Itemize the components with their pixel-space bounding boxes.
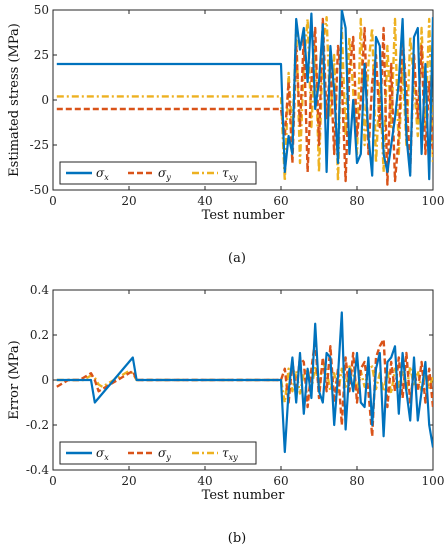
legend-symbol: σ (158, 446, 167, 460)
x-tick-label: 0 (49, 474, 57, 488)
legend-symbol: σ (96, 446, 105, 460)
series-line-sy (56, 338, 433, 438)
ylabel-b: Error (MPa) (7, 340, 22, 419)
y-tick-label: -50 (30, 183, 49, 197)
y-tick-label: 0.4 (30, 283, 49, 297)
ticks-a: 0 20 40 60 80 100 -50 -25 0 25 50 (30, 3, 445, 208)
x-tick-label: 20 (121, 194, 136, 208)
x-tick-label: 60 (273, 474, 288, 488)
y-tick-label: 50 (34, 3, 49, 17)
y-tick-label: -25 (30, 138, 49, 152)
x-tick-label: 80 (349, 474, 364, 488)
x-tick-label: 20 (121, 474, 136, 488)
x-tick-label: 0 (49, 194, 57, 208)
ylabel-a: Estimated stress (MPa) (7, 23, 22, 177)
series-line-txy (56, 360, 433, 404)
legend-label-sx: σx (96, 166, 109, 182)
legend-a: σx σy τxy (59, 161, 257, 185)
series-line-sy (56, 17, 433, 186)
legend-symbol: τ (222, 446, 229, 460)
legend-symbol: σ (158, 166, 167, 180)
legend-label-sx: σx (96, 446, 109, 462)
caption-b: (b) (228, 531, 246, 546)
y-tick-label: 25 (34, 48, 49, 62)
legend-subscript: y (165, 453, 171, 462)
legend-subscript: xy (229, 453, 239, 462)
x-tick-label: 40 (197, 194, 212, 208)
series-line-sx (56, 311, 433, 454)
y-tick-label: 0.2 (30, 328, 49, 342)
series-line-sx (56, 10, 433, 181)
x-tick-label: 40 (197, 474, 212, 488)
legend-box (59, 161, 257, 185)
caption-a: (a) (228, 251, 246, 266)
legend-subscript: x (104, 453, 109, 462)
y-tick-label: 0 (41, 93, 49, 107)
x-tick-label: 60 (273, 194, 288, 208)
legend-label-sy: σy (158, 446, 171, 462)
ticks-b: 0 20 40 60 80 100 -0.4 -0.2 0 0.2 0.4 (26, 283, 445, 488)
xlabel-b: Test number (202, 488, 285, 503)
legend-b: σx σy τxy (59, 441, 257, 465)
x-tick-label: 100 (422, 194, 445, 208)
x-tick-label: 100 (422, 474, 445, 488)
series-b (56, 311, 433, 454)
legend-label-txy: τxy (222, 166, 238, 182)
legend-box (59, 441, 257, 465)
x-tick-label: 80 (349, 194, 364, 208)
legend-label-sy: σy (158, 166, 171, 182)
series-line-txy (56, 16, 433, 183)
y-tick-label: 0 (41, 373, 49, 387)
legend-subscript: x (104, 173, 109, 182)
series-a (56, 10, 433, 186)
chart-a: 0 20 40 60 80 100 -50 -25 0 25 50 Test number Esti… (7, 3, 444, 266)
chart-b: 0 20 40 60 80 100-0.4-0.200.20.4 Test number … (7, 283, 444, 546)
xlabel-a: Test number (202, 208, 285, 223)
y-tick-label: -0.4 (26, 463, 50, 477)
legend-label-txy: τxy (222, 446, 238, 462)
legend-symbol: σ (96, 166, 105, 180)
y-tick-label: -0.2 (26, 418, 49, 432)
legend-subscript: xy (229, 173, 239, 182)
legend-symbol: τ (222, 166, 229, 180)
legend-subscript: y (165, 173, 171, 182)
